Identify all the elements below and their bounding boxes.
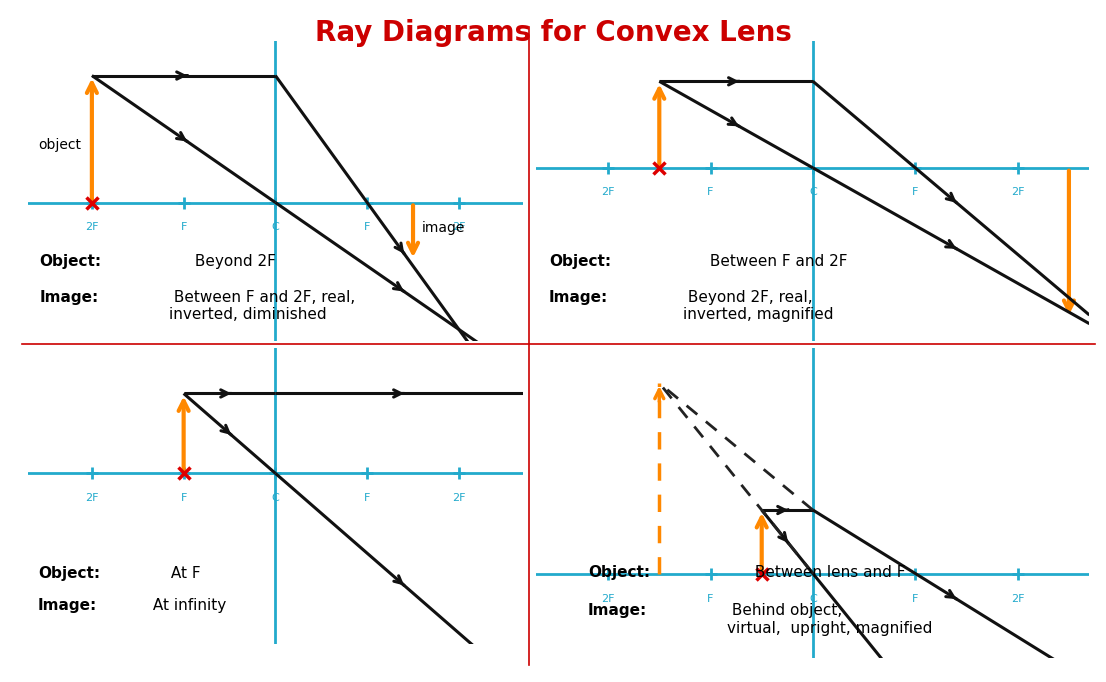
Text: F: F	[912, 593, 918, 604]
Text: Behind object,
virtual,  upright, magnified: Behind object, virtual, upright, magnifi…	[727, 603, 932, 636]
Text: Image:: Image:	[549, 290, 608, 305]
Text: At infinity: At infinity	[148, 598, 226, 613]
Text: Image:: Image:	[40, 290, 98, 305]
Text: Object:: Object:	[588, 565, 650, 580]
Text: C: C	[808, 188, 817, 197]
Text: 2F: 2F	[1011, 593, 1024, 604]
Text: At F: At F	[166, 567, 200, 582]
Text: 2F: 2F	[602, 188, 615, 197]
Text: F: F	[912, 188, 918, 197]
Text: 2F: 2F	[452, 222, 466, 232]
Text: F: F	[180, 492, 187, 503]
Text: Beyond 2F, real,
inverted, magnified: Beyond 2F, real, inverted, magnified	[682, 290, 833, 322]
Text: Object:: Object:	[38, 567, 100, 582]
Text: F: F	[180, 222, 187, 232]
Text: 2F: 2F	[85, 222, 98, 232]
Text: Ray Diagrams for Convex Lens: Ray Diagrams for Convex Lens	[314, 19, 792, 47]
Text: Beyond 2F: Beyond 2F	[190, 254, 276, 269]
Text: 2F: 2F	[1011, 188, 1024, 197]
Text: image: image	[422, 222, 466, 235]
Text: Image:: Image:	[38, 598, 97, 613]
Text: Between F and 2F, real,
inverted, diminished: Between F and 2F, real, inverted, dimini…	[168, 290, 355, 322]
Text: 2F: 2F	[85, 492, 98, 503]
Text: F: F	[708, 188, 713, 197]
Text: F: F	[364, 222, 371, 232]
Text: Image:: Image:	[588, 603, 647, 618]
Text: 2F: 2F	[452, 492, 466, 503]
Text: C: C	[271, 222, 280, 232]
Text: Object:: Object:	[549, 254, 611, 269]
Text: Object:: Object:	[40, 254, 102, 269]
Text: F: F	[708, 593, 713, 604]
Text: 2F: 2F	[602, 593, 615, 604]
Text: Between lens and F: Between lens and F	[750, 565, 905, 580]
Text: C: C	[271, 492, 280, 503]
Text: F: F	[364, 492, 371, 503]
Text: C: C	[808, 593, 817, 604]
Text: object: object	[38, 138, 81, 152]
Text: Between F and 2F: Between F and 2F	[705, 254, 847, 269]
